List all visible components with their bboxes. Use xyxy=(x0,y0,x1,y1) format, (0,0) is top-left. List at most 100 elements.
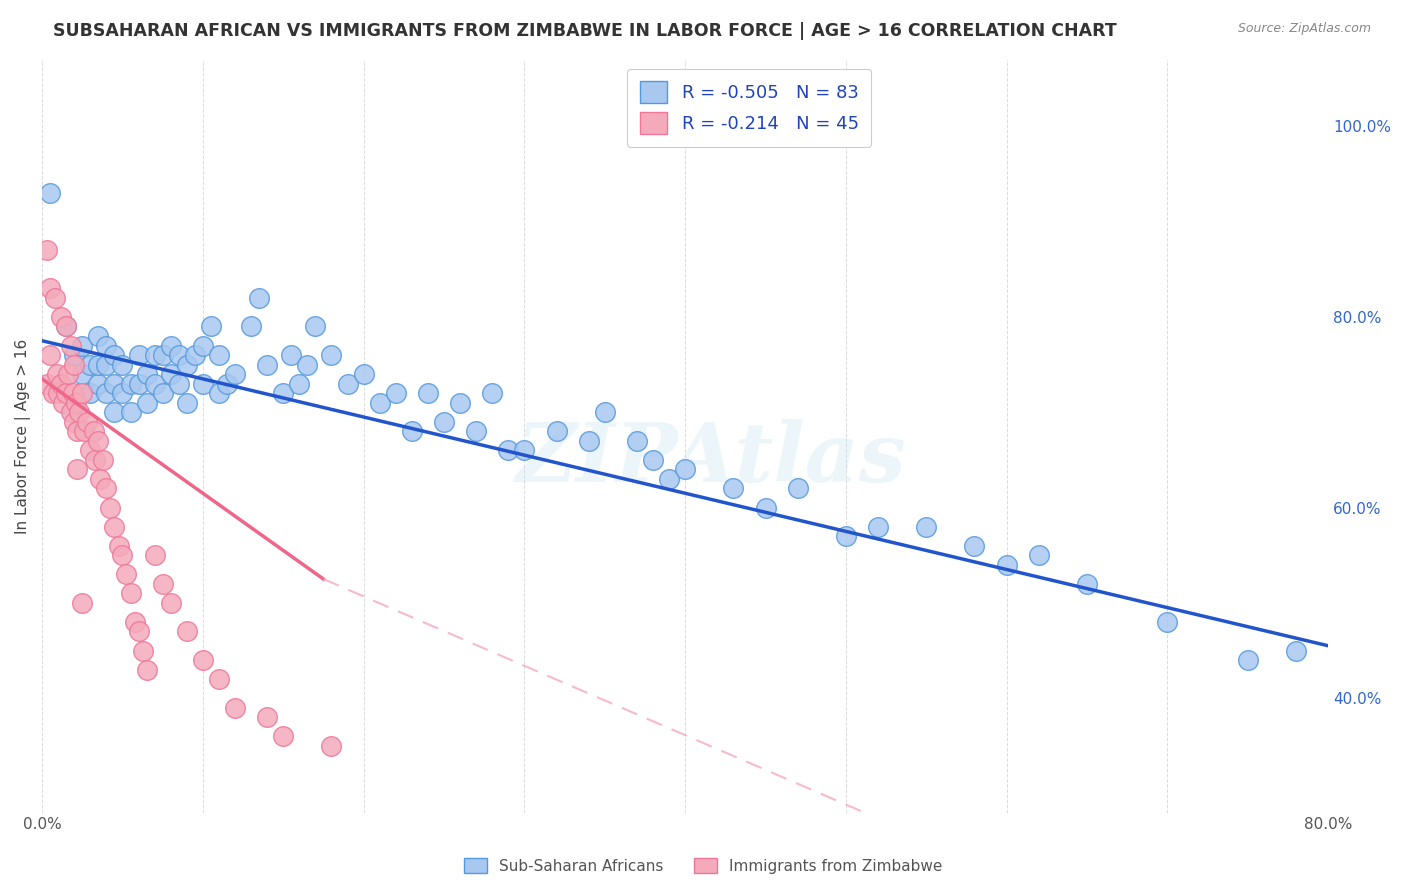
Point xyxy=(52,395,75,409)
Point xyxy=(176,358,198,372)
Point xyxy=(44,291,66,305)
Point xyxy=(111,548,134,562)
Point xyxy=(546,425,568,439)
Point xyxy=(465,425,488,439)
Point xyxy=(159,596,181,610)
Point xyxy=(449,395,471,409)
Point xyxy=(159,338,181,352)
Point xyxy=(723,482,745,496)
Point xyxy=(152,386,174,401)
Point xyxy=(401,425,423,439)
Point xyxy=(224,700,246,714)
Point xyxy=(256,358,278,372)
Point xyxy=(103,519,125,533)
Text: ZIPAtlas: ZIPAtlas xyxy=(516,418,907,499)
Point xyxy=(60,338,83,352)
Point xyxy=(83,425,105,439)
Point xyxy=(786,482,808,496)
Legend: R = -0.505   N = 83, R = -0.214   N = 45: R = -0.505 N = 83, R = -0.214 N = 45 xyxy=(627,69,872,147)
Point xyxy=(1076,576,1098,591)
Point xyxy=(321,739,343,753)
Point xyxy=(215,376,238,391)
Point xyxy=(103,376,125,391)
Point xyxy=(96,386,118,401)
Point xyxy=(626,434,648,448)
Point xyxy=(915,519,938,533)
Point xyxy=(866,519,889,533)
Point xyxy=(321,348,343,362)
Point xyxy=(35,376,58,391)
Point xyxy=(98,500,121,515)
Point xyxy=(124,615,146,629)
Point xyxy=(143,548,166,562)
Point xyxy=(481,386,503,401)
Point xyxy=(91,453,114,467)
Point xyxy=(513,443,536,458)
Point xyxy=(159,367,181,381)
Point xyxy=(35,244,58,258)
Point xyxy=(120,376,142,391)
Point xyxy=(304,319,326,334)
Point xyxy=(247,291,270,305)
Point xyxy=(271,729,294,743)
Point xyxy=(87,434,110,448)
Point xyxy=(63,348,86,362)
Point xyxy=(72,367,94,381)
Point xyxy=(55,386,77,401)
Point xyxy=(132,643,155,657)
Point xyxy=(224,367,246,381)
Point xyxy=(39,281,62,295)
Point xyxy=(84,453,107,467)
Point xyxy=(280,348,302,362)
Point xyxy=(1156,615,1178,629)
Point xyxy=(353,367,375,381)
Point xyxy=(65,395,87,409)
Point xyxy=(578,434,600,448)
Point xyxy=(67,405,90,419)
Point xyxy=(128,348,150,362)
Point xyxy=(79,386,101,401)
Point xyxy=(384,386,406,401)
Point xyxy=(45,367,67,381)
Y-axis label: In Labor Force | Age > 16: In Labor Force | Age > 16 xyxy=(15,338,31,533)
Point xyxy=(63,415,86,429)
Point xyxy=(433,415,456,429)
Point xyxy=(191,653,214,667)
Point xyxy=(256,710,278,724)
Point xyxy=(208,348,231,362)
Point xyxy=(55,319,77,334)
Point xyxy=(87,376,110,391)
Point xyxy=(167,348,190,362)
Point xyxy=(191,376,214,391)
Point xyxy=(96,338,118,352)
Point xyxy=(89,472,111,486)
Point xyxy=(167,376,190,391)
Legend: Sub-Saharan Africans, Immigrants from Zimbabwe: Sub-Saharan Africans, Immigrants from Zi… xyxy=(457,852,949,880)
Point xyxy=(60,405,83,419)
Point xyxy=(754,500,776,515)
Point xyxy=(120,586,142,600)
Point xyxy=(72,338,94,352)
Point xyxy=(152,348,174,362)
Point xyxy=(79,443,101,458)
Point xyxy=(46,386,69,401)
Point xyxy=(1028,548,1050,562)
Point xyxy=(73,425,96,439)
Point xyxy=(271,386,294,401)
Point xyxy=(135,395,157,409)
Point xyxy=(336,376,359,391)
Point xyxy=(79,358,101,372)
Point xyxy=(103,405,125,419)
Point xyxy=(176,395,198,409)
Point xyxy=(62,386,84,401)
Point xyxy=(368,395,391,409)
Point xyxy=(120,405,142,419)
Point xyxy=(176,624,198,639)
Point xyxy=(103,348,125,362)
Point xyxy=(66,462,89,476)
Point xyxy=(108,539,131,553)
Point xyxy=(416,386,439,401)
Point xyxy=(240,319,263,334)
Point xyxy=(143,376,166,391)
Text: SUBSAHARAN AFRICAN VS IMMIGRANTS FROM ZIMBABWE IN LABOR FORCE | AGE > 16 CORRELA: SUBSAHARAN AFRICAN VS IMMIGRANTS FROM ZI… xyxy=(53,22,1118,40)
